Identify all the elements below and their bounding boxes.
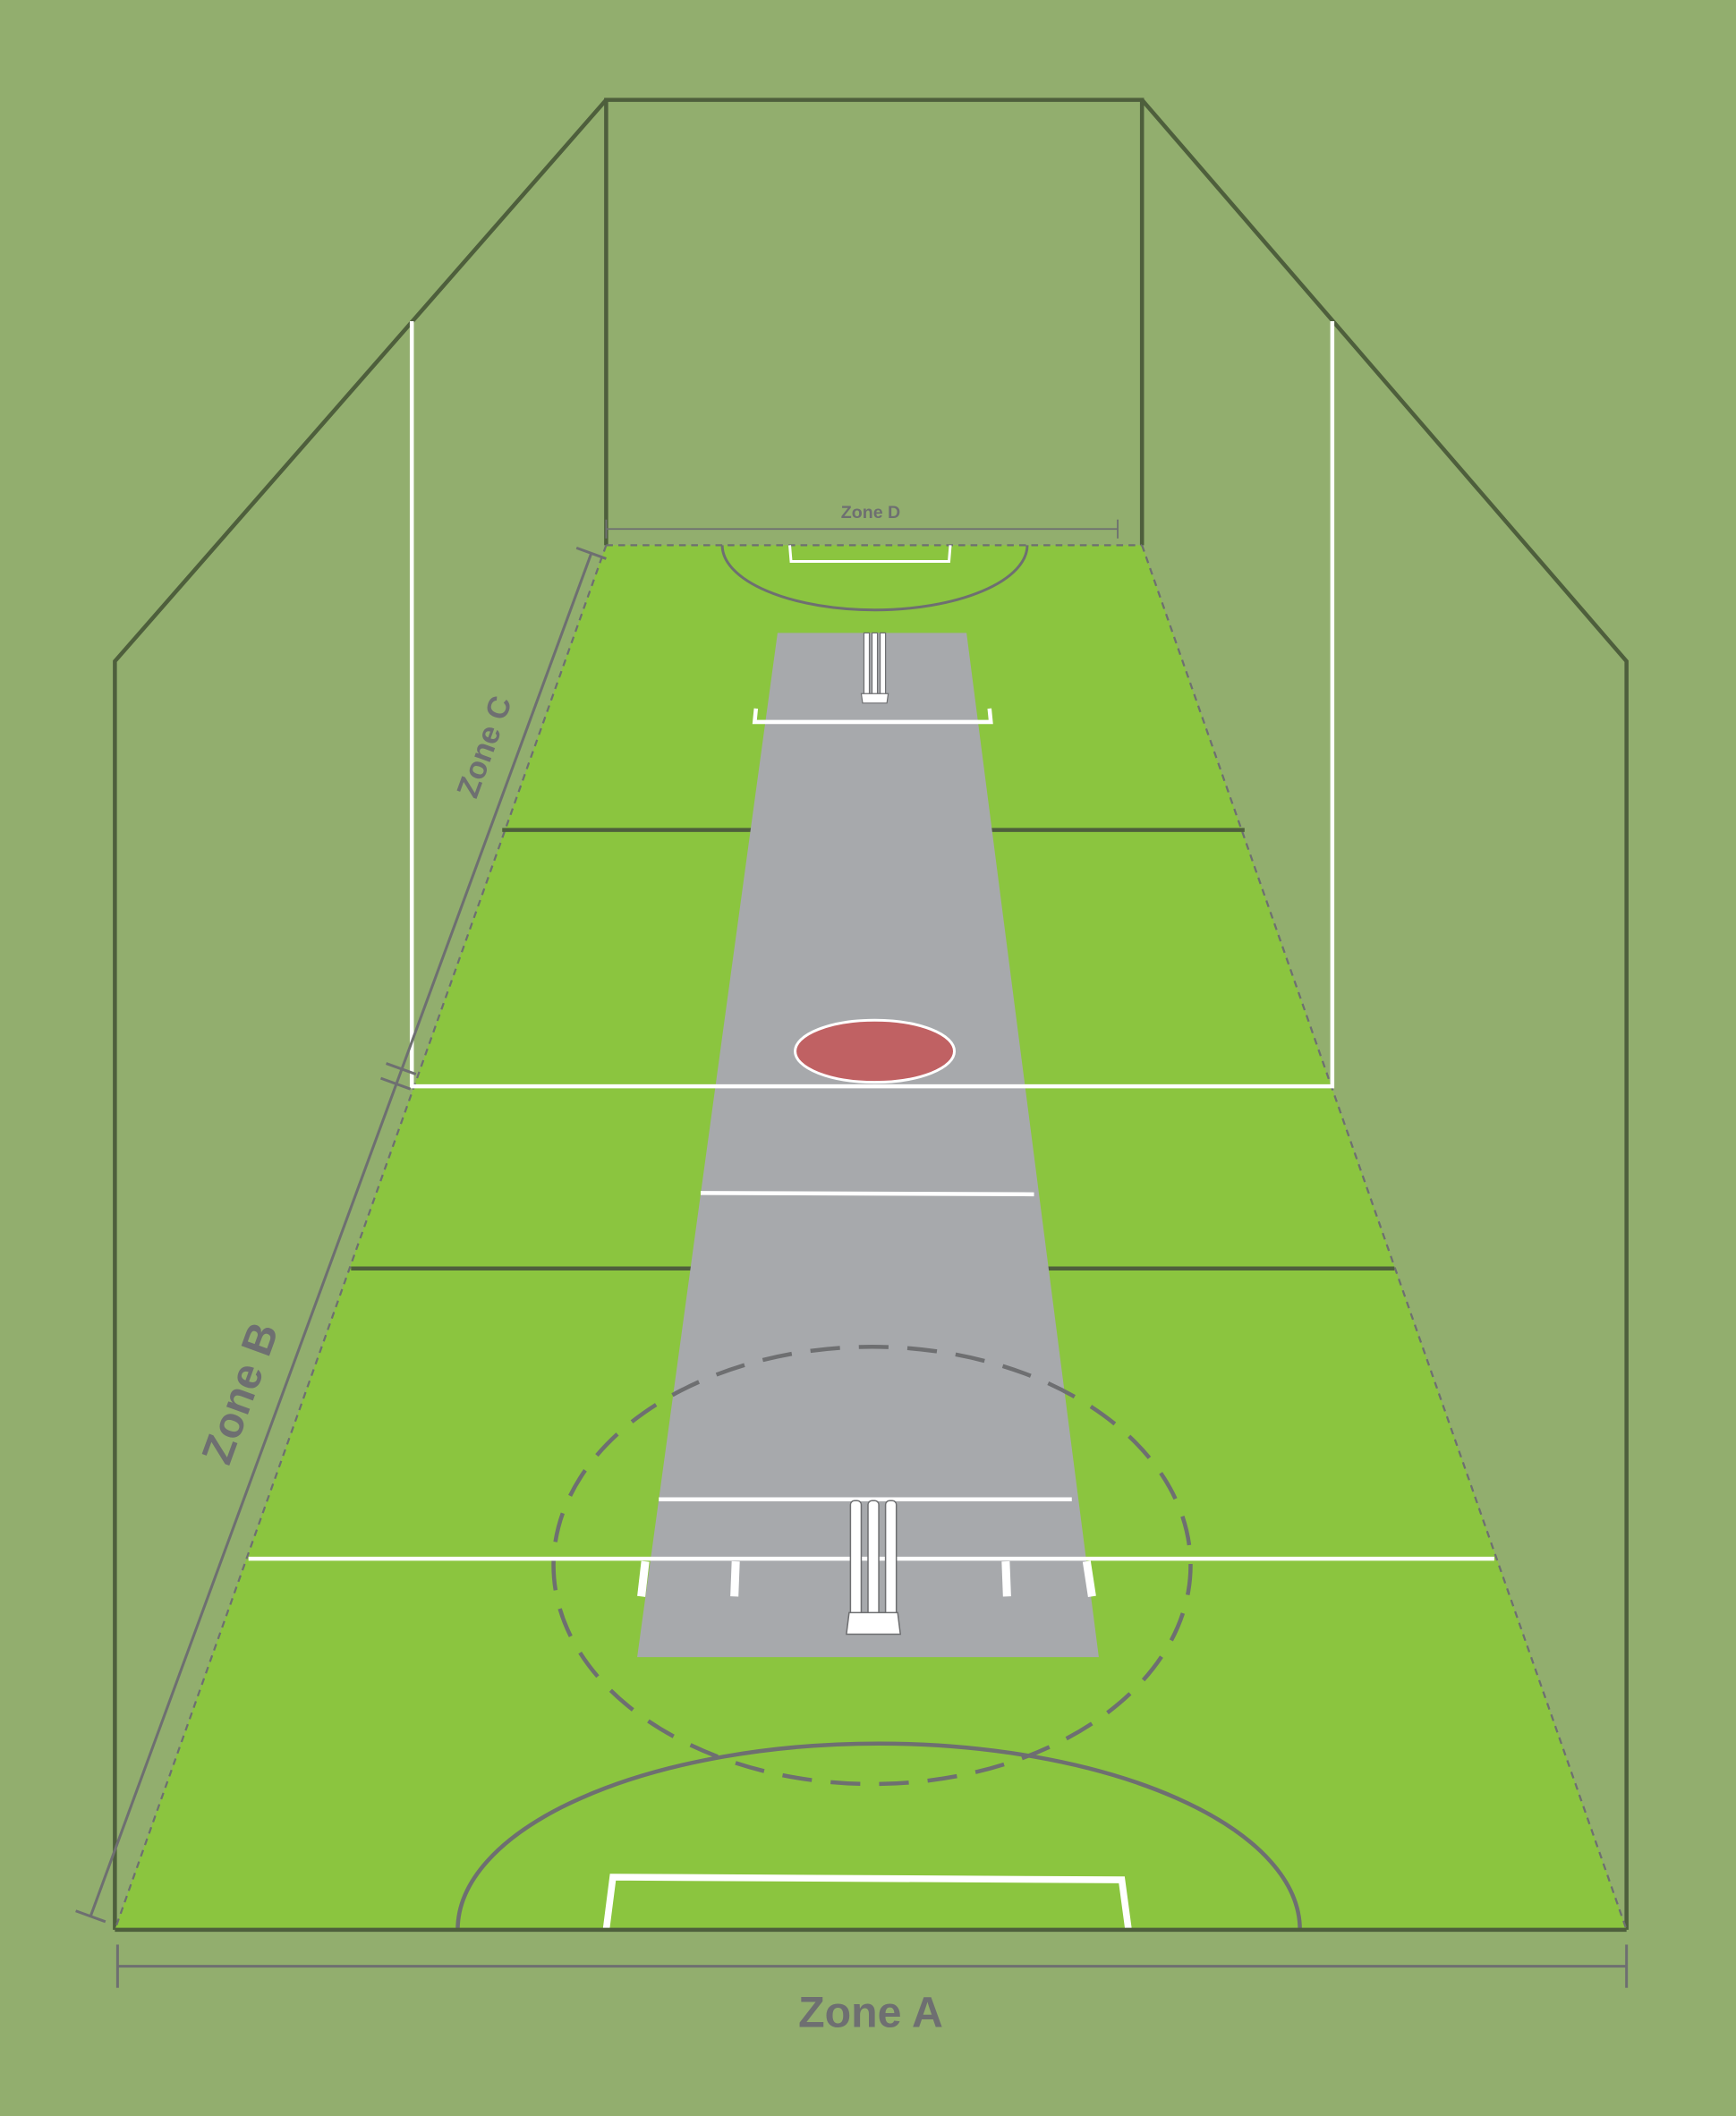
mid-pitch-line xyxy=(701,1193,1034,1194)
zone-d-label: Zone D xyxy=(841,503,900,523)
center-marker xyxy=(796,1020,955,1082)
zone-a-label: Zone A xyxy=(798,1988,943,2036)
near-wickets xyxy=(847,1500,900,1634)
far-wickets xyxy=(861,633,888,702)
